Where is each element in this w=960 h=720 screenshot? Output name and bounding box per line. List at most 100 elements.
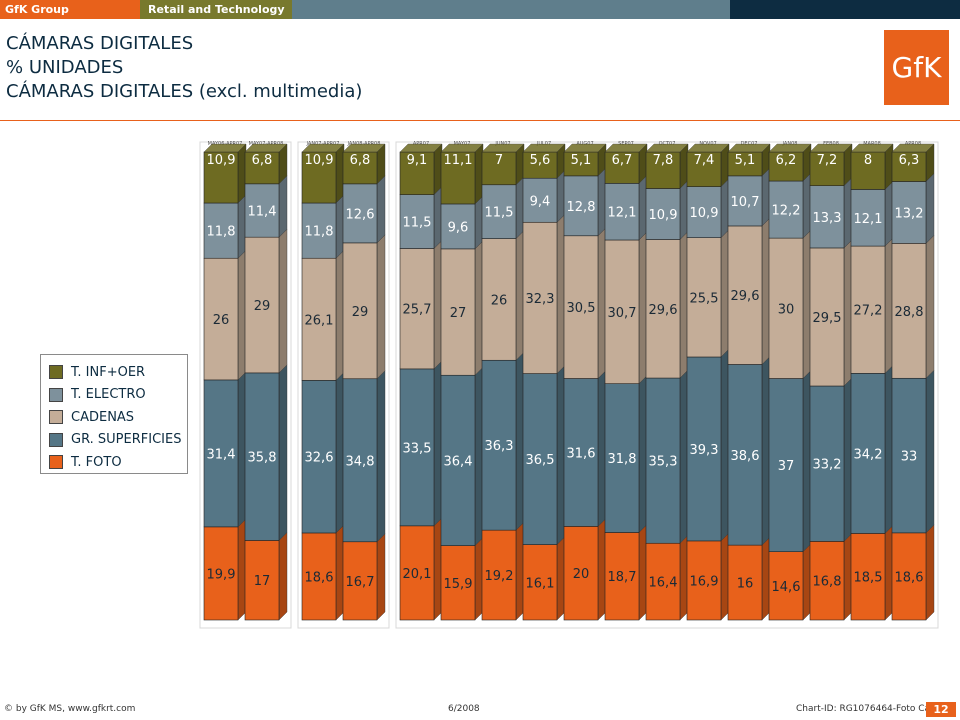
data-label: 33,2 [813,458,842,473]
bar-top [399,143,443,153]
bar-segment [440,545,476,621]
brand-tab: GfK Group [0,0,140,19]
bar-segment [891,243,927,379]
bar-side [376,175,386,244]
bar-top [440,143,484,153]
division-tab: Retail and Technology [140,0,292,19]
chart-legend: T. INF+OER T. ELECTRO CADENAS GR. SUPERF… [40,354,188,474]
data-label: 29 [352,305,369,320]
legend-swatch [49,365,63,380]
bar-segment [342,183,378,244]
bar-segment [891,151,927,182]
data-label: 34,2 [854,447,883,462]
bar-segment [440,248,476,376]
data-label: 25,7 [403,303,432,318]
title-line-2: % UNIDADES [6,57,124,78]
bar-segment [645,542,681,621]
bar-segment [645,239,681,379]
data-label: 32,6 [305,451,334,466]
data-label: 33 [901,450,918,465]
data-label: 9,4 [530,194,551,209]
bar-segment [604,151,640,184]
bar-segment [809,541,845,621]
bar-top [891,143,935,153]
legend-item: T. ELECTRO [49,384,187,407]
bar-segment [244,372,280,541]
data-label: 16,4 [649,576,678,591]
title-line-1: CÁMARAS DIGITALES [6,33,194,54]
data-label: 18,5 [854,571,883,586]
bar-segment [342,151,378,185]
stacked-bar-chart: MAY06-APR0719,931,42611,810,9MAY07-APR08… [199,141,939,629]
data-label: 18,7 [608,570,637,585]
bar-segment [563,378,599,527]
data-label: 36,4 [444,454,473,469]
data-label: 7,4 [694,153,715,168]
data-label: 10,9 [690,206,719,221]
bar-side [376,234,386,380]
footer-copyright: © by GfK MS, www.gfkrt.com [4,704,136,714]
bar-segment [891,532,927,621]
data-label: 12,6 [346,207,375,222]
bar-top [604,143,648,153]
bar-segment [301,380,337,534]
data-label: 5,1 [571,153,592,168]
bar-segment [481,184,517,239]
bar-segment [850,373,886,534]
bar-segment [203,526,239,621]
bar-segment [604,183,640,241]
data-label: 6,7 [612,153,633,168]
bar-segment [481,238,517,361]
data-label: 26,1 [305,313,334,328]
bar-top [809,143,853,153]
data-label: 14,6 [772,580,801,595]
bar-segment [522,221,558,374]
data-label: 10,7 [731,195,760,210]
data-label: 5,6 [530,153,551,168]
bar-segment [203,379,239,528]
bar-segment [399,368,435,527]
bar-segment [686,356,722,542]
data-label: 35,8 [248,451,277,466]
data-label: 16 [737,577,754,592]
data-label: 11,1 [444,153,473,168]
data-label: 7,8 [653,153,674,168]
bar-segment [727,364,763,546]
legend-item: GR. SUPERFICIES [49,429,187,452]
bar-segment [301,257,337,381]
bar-side [925,234,935,379]
data-label: 39,3 [690,443,719,458]
bar-segment [850,533,886,621]
data-label: 10,9 [207,153,236,168]
bar-side [925,369,935,534]
legend-swatch [49,432,63,447]
data-label: 7 [495,153,503,168]
data-label: 11,4 [248,205,277,220]
data-label: 11,5 [403,216,432,231]
bar-segment [342,378,378,543]
data-label: 19,9 [207,567,236,582]
bar-segment [440,151,476,205]
data-label: 27,2 [854,304,883,319]
bar-side [925,524,935,621]
data-label: 36,3 [485,439,514,454]
legend-swatch [49,387,63,402]
data-label: 36,5 [526,453,555,468]
bar-segment [522,151,558,179]
data-label: 30,5 [567,301,596,316]
data-label: 26 [491,293,508,308]
data-label: 37 [778,459,795,474]
data-label: 12,1 [608,206,637,221]
bar-segment [301,532,337,621]
bar-segment [850,189,886,247]
legend-label: T. INF+OER [71,364,146,380]
bar-side [278,364,288,541]
bar-segment [399,194,435,249]
data-label: 16,8 [813,575,842,590]
bar-segment [727,175,763,227]
bar-segment [768,180,804,239]
bar-segment [645,151,681,189]
bar-segment [604,532,640,621]
data-label: 6,8 [252,153,273,168]
bar-side [278,175,288,238]
